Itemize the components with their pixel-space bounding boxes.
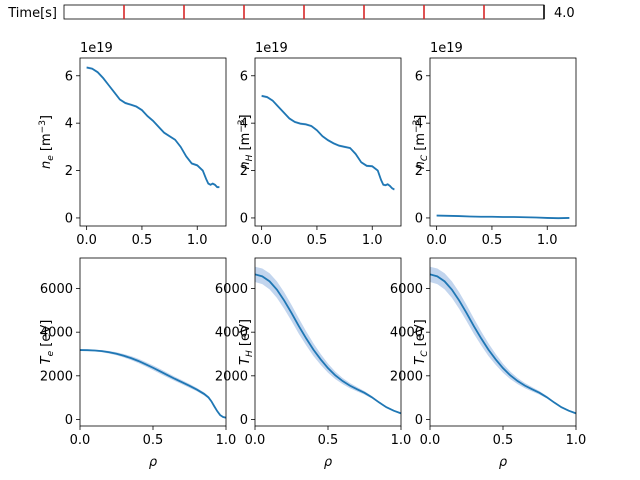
profile-line (430, 273, 576, 415)
x-tick-label: 1.0 (187, 233, 208, 248)
uncertainty-band (80, 349, 226, 418)
y-tick-label: 6 (65, 69, 73, 84)
profile-line (436, 214, 570, 220)
axes-frame (79, 257, 227, 427)
x-tick-label: 1.0 (566, 433, 587, 448)
y-tick-label: 6 (415, 69, 423, 84)
y-tick-label: 6000 (215, 282, 248, 297)
profile-line (255, 273, 401, 415)
time-slider-value: 4.0 (554, 6, 575, 21)
offset-text: 1e19 (430, 41, 463, 56)
subplot-bottom-left: 0.0 0.5 1.0 0 2000 4000 6000 Te [eV] ρ (39, 257, 237, 470)
y-axis-label: Te [eV] (39, 320, 56, 365)
time-slider-marks (123, 5, 545, 19)
x-tick-label: 1.0 (362, 233, 383, 248)
profile-line (261, 95, 395, 191)
y-tick-label: 2 (415, 164, 423, 179)
uncertainty-band (86, 66, 220, 189)
y-axis-label: TH [eV] (238, 319, 255, 365)
x-tick-label: 0.5 (493, 433, 514, 448)
y-tick-label: 2000 (215, 369, 248, 384)
x-tick-label: 0.5 (318, 433, 339, 448)
x-axis-label: ρ (499, 455, 508, 470)
time-slider-label: Time[s] (7, 6, 57, 21)
y-tick-label: 0 (240, 413, 248, 428)
subplot-top-left: 0.0 0.5 1.0 0 2 4 6 1e19 ne [m−3] (38, 41, 227, 248)
y-axis-label: nC [m−3] (412, 115, 430, 170)
y-tick-label: 6000 (40, 282, 73, 297)
x-tick-label: 1.0 (391, 433, 412, 448)
y-tick-label: 0 (415, 211, 423, 226)
y-tick-label: 2 (65, 164, 73, 179)
time-slider[interactable]: Time[s] 4.0 (7, 4, 575, 21)
profile-line (80, 349, 226, 419)
offset-text: 1e19 (80, 41, 113, 56)
x-tick-label: 1.0 (537, 233, 558, 248)
subplot-top-middle: 0.0 0.5 1.0 0 2 4 6 1e19 nH [m−3] (237, 41, 402, 248)
x-tick-label: 0.5 (132, 233, 153, 248)
subplot-top-right: 0.0 0.5 1.0 0 2 4 6 1e19 nC [m−3] (412, 41, 577, 248)
y-tick-label: 4000 (215, 326, 248, 341)
y-tick-label: 2000 (390, 369, 423, 384)
axes-frame (429, 57, 577, 227)
y-axis-label: ne [m−3] (38, 115, 56, 169)
y-tick-label: 6000 (390, 282, 423, 297)
y-axis-label: nH [m−3] (237, 114, 255, 169)
y-tick-label: 4 (415, 117, 423, 132)
x-tick-label: 0.5 (307, 233, 328, 248)
x-axis-label: ρ (324, 455, 333, 470)
axes-frame (254, 57, 402, 227)
x-tick-label: 0.0 (245, 433, 266, 448)
y-tick-label: 4000 (40, 326, 73, 341)
offset-text: 1e19 (255, 41, 288, 56)
x-tick-label: 0.0 (251, 233, 272, 248)
x-axis-label: ρ (149, 455, 158, 470)
x-tick-label: 0.0 (420, 433, 441, 448)
x-tick-label: 0.5 (143, 433, 164, 448)
y-tick-label: 0 (240, 211, 248, 226)
y-tick-label: 0 (65, 413, 73, 428)
y-tick-label: 0 (65, 211, 73, 226)
y-tick-label: 2000 (40, 369, 73, 384)
x-tick-label: 1.0 (216, 433, 237, 448)
profile-line (86, 66, 220, 189)
y-tick-label: 2 (240, 164, 248, 179)
x-tick-label: 0.0 (76, 233, 97, 248)
y-tick-label: 4 (240, 117, 248, 132)
y-tick-label: 6 (240, 69, 248, 84)
x-tick-label: 0.0 (426, 233, 447, 248)
axes-frame (79, 57, 227, 227)
y-tick-label: 4000 (390, 326, 423, 341)
x-tick-label: 0.0 (70, 433, 91, 448)
y-tick-label: 0 (415, 413, 423, 428)
x-tick-label: 0.5 (482, 233, 503, 248)
y-axis-label: TC [eV] (413, 319, 430, 364)
y-tick-label: 4 (65, 117, 73, 132)
